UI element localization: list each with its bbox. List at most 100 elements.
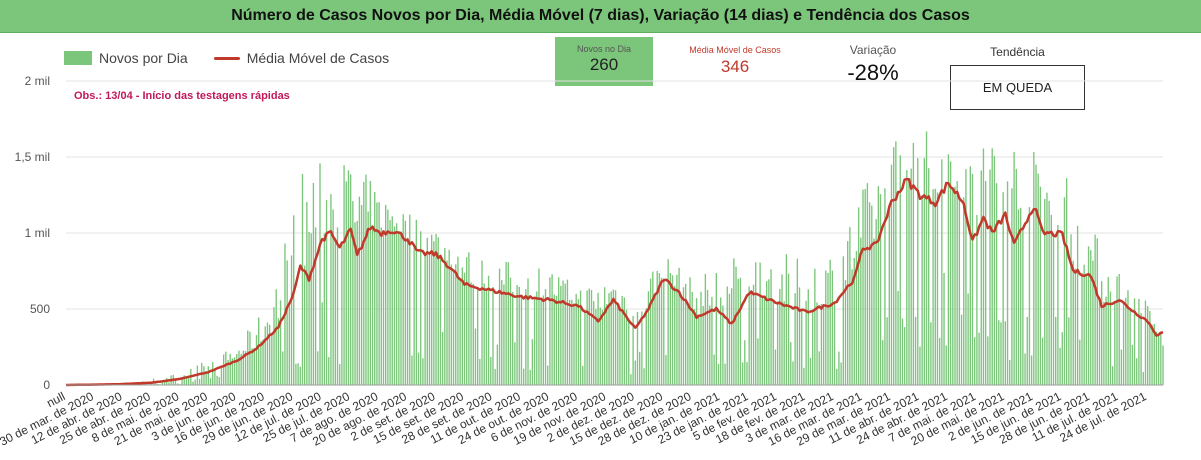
bar (393, 226, 396, 385)
bar (934, 188, 936, 385)
bar (726, 286, 728, 385)
bar (1076, 225, 1079, 385)
bar (328, 357, 330, 385)
bar (1090, 250, 1092, 385)
bar (938, 337, 941, 385)
bar (857, 207, 860, 385)
bar (157, 383, 159, 385)
bar (954, 186, 956, 385)
bar (288, 302, 291, 385)
bar (838, 351, 840, 385)
bar (923, 158, 926, 385)
bar (303, 265, 306, 385)
bar (757, 338, 759, 385)
bar (571, 299, 573, 385)
bar (890, 164, 893, 385)
bar (643, 368, 645, 385)
bar (1063, 197, 1066, 385)
bar (744, 340, 746, 385)
bar (671, 275, 674, 385)
bar-series (67, 131, 1164, 385)
bar (667, 259, 669, 385)
bar (897, 290, 899, 385)
bar (557, 277, 560, 385)
bar (529, 369, 531, 385)
bar (1155, 331, 1158, 385)
bar (505, 261, 507, 385)
bar (424, 253, 426, 385)
bar (553, 294, 555, 385)
bar (593, 301, 595, 385)
bar (1050, 214, 1053, 385)
bar (639, 351, 641, 385)
bar (229, 353, 231, 385)
bar (711, 296, 713, 385)
bar (660, 277, 663, 385)
bar (501, 280, 503, 385)
bar (476, 286, 479, 385)
bar (540, 298, 542, 385)
bar (645, 308, 647, 385)
bar (354, 222, 356, 385)
bar (1039, 186, 1042, 385)
bar (485, 289, 488, 385)
bar (356, 220, 358, 385)
bar (560, 285, 562, 385)
legend-item-line[interactable]: Média Móvel de Casos (213, 50, 389, 66)
bar (1028, 207, 1031, 385)
bar (483, 283, 485, 385)
bar (260, 341, 262, 385)
bar (860, 237, 862, 385)
bar (597, 292, 599, 385)
bar (864, 189, 866, 385)
bar (612, 289, 615, 385)
bar (522, 368, 525, 385)
bar (496, 344, 499, 385)
bar (492, 286, 494, 385)
y-tick-label: 1 mil (25, 226, 50, 240)
bar (991, 148, 993, 385)
bar (842, 256, 844, 385)
bar (849, 227, 851, 385)
bar (352, 201, 354, 385)
bar (406, 237, 409, 385)
bar (277, 318, 280, 385)
kpi-tendencia-label: Tendência (990, 45, 1045, 59)
bar (575, 293, 577, 385)
bar (960, 314, 963, 385)
kpi-novos-card: Novos no Dia 260 (555, 37, 653, 86)
bar (1160, 333, 1162, 385)
bar (448, 249, 450, 385)
bar (544, 289, 547, 385)
bar (183, 375, 185, 385)
bar (1002, 192, 1004, 385)
bar (461, 267, 463, 385)
bar (1144, 300, 1147, 385)
bar (227, 359, 229, 385)
bar (347, 170, 350, 385)
legend-item-bars[interactable]: Novos por Dia (64, 50, 188, 66)
bar (625, 309, 628, 385)
bar (1129, 308, 1131, 385)
bar (409, 214, 411, 385)
bar (420, 231, 422, 385)
bar (293, 215, 295, 385)
bar (796, 258, 799, 385)
bar (1107, 277, 1109, 385)
bar (349, 174, 352, 385)
bar (728, 293, 731, 385)
bar (514, 342, 516, 385)
bar (892, 147, 895, 385)
bar (599, 307, 601, 385)
bar (444, 247, 446, 385)
bar (1057, 224, 1059, 385)
bar (238, 350, 240, 385)
bar (391, 216, 393, 385)
kpi-novos-label: Novos no Dia (576, 44, 632, 54)
bar (925, 131, 928, 385)
bar (168, 382, 170, 385)
bar (995, 183, 998, 385)
bar (794, 293, 796, 385)
bar (446, 260, 448, 385)
bar (1131, 344, 1134, 385)
